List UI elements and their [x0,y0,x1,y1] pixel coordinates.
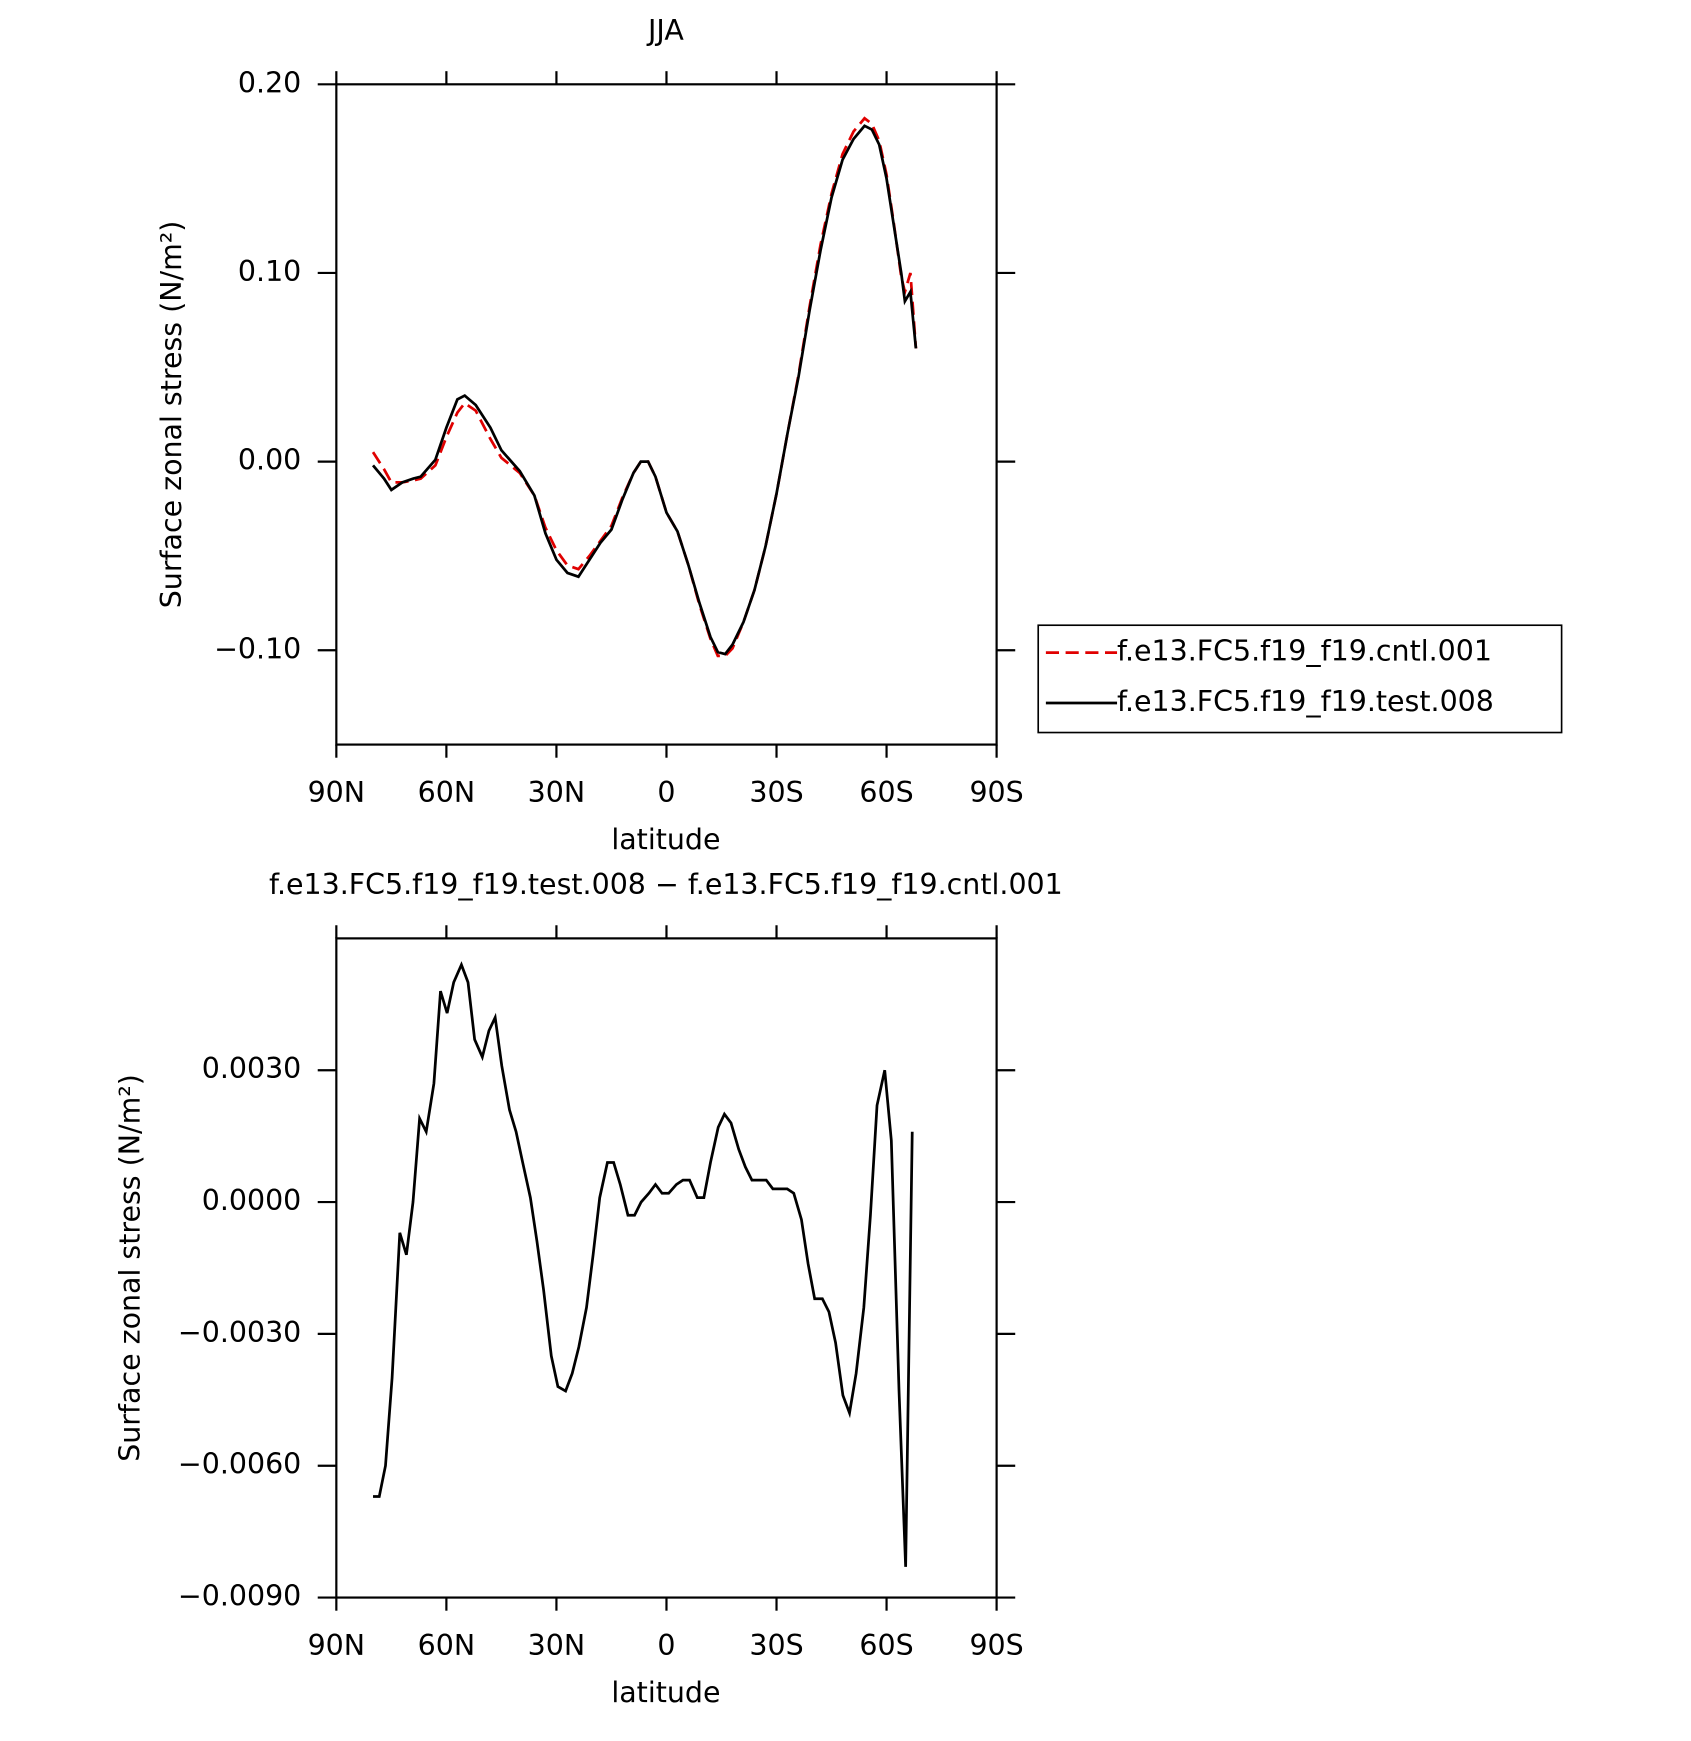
legend: f.e13.FC5.f19_f19.cntl.001 f.e13.FC5.f19_… [1037,624,1563,734]
x-tick-label: 30S [749,776,803,809]
x-tick-label: 90N [308,776,366,809]
x-tick-label: 0 [657,776,675,809]
y-tick-label: −0.0090 [178,1580,301,1613]
x-tick-label: 60N [418,776,476,809]
x-axis-label: latitude [611,823,720,856]
x-tick-label: 60S [859,1629,913,1662]
y-tick-label: 0.10 [238,255,301,288]
x-tick-label: 90N [308,1629,366,1662]
x-tick-label: 30N [528,1629,586,1662]
y-tick-label: 0.0030 [202,1052,302,1085]
y-tick-label: 0.00 [238,444,301,477]
y-axis-label: Surface zonal stress (N/m²) [155,221,188,609]
chart-title: f.e13.FC5.f19_f19.test.008 − f.e13.FC5.f… [269,868,1063,901]
legend-label: f.e13.FC5.f19_f19.test.008 [1117,685,1494,718]
y-tick-label: −0.0060 [178,1448,301,1481]
y-tick-label: 0.20 [238,66,301,99]
x-tick-label: 0 [657,1629,675,1662]
data-line [371,116,918,658]
x-tick-label: 60S [859,776,913,809]
chart-title: JJA [646,14,684,47]
y-tick-label: −0.0030 [178,1316,301,1349]
y-tick-label: −0.10 [214,632,301,665]
plot-frame [335,83,998,746]
x-tick-label: 30S [749,1629,803,1662]
x-tick-label: 60N [418,1629,476,1662]
data-line [371,124,918,656]
x-tick-label: 90S [969,1629,1023,1662]
plot-frame [335,937,998,1599]
x-tick-label: 90S [969,776,1023,809]
x-axis-label: latitude [611,1676,720,1709]
legend-label: f.e13.FC5.f19_f19.cntl.001 [1117,635,1492,668]
data-line [373,961,914,1567]
y-tick-label: 0.0000 [202,1184,302,1217]
legend-box [1037,624,1563,734]
x-tick-label: 30N [528,776,586,809]
y-axis-label: Surface zonal stress (N/m²) [114,1074,147,1462]
